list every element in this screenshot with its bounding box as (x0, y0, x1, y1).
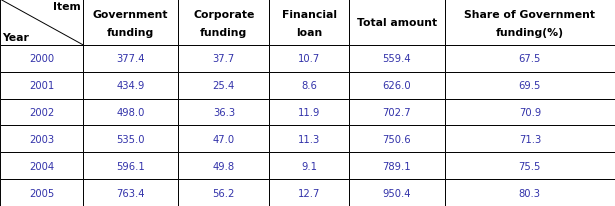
Bar (349, 152, 445, 179)
Text: 71.3: 71.3 (518, 134, 541, 144)
Bar (83, 179, 178, 206)
Text: Share of Government: Share of Government (464, 10, 595, 20)
Bar (0, 72, 83, 99)
Text: 75.5: 75.5 (518, 161, 541, 171)
Text: 2002: 2002 (29, 108, 54, 117)
Bar (178, 126, 269, 152)
Text: loan: loan (296, 28, 322, 38)
Bar (178, 0, 269, 46)
Bar (0, 126, 83, 152)
Text: 25.4: 25.4 (213, 81, 235, 91)
Text: 56.2: 56.2 (213, 188, 235, 198)
Text: 8.6: 8.6 (301, 81, 317, 91)
Bar (349, 126, 445, 152)
Bar (83, 0, 178, 46)
Text: 9.1: 9.1 (301, 161, 317, 171)
Bar (269, 0, 349, 46)
Text: 559.4: 559.4 (383, 54, 411, 64)
Text: Item: Item (53, 2, 81, 12)
Text: 80.3: 80.3 (519, 188, 541, 198)
Text: 12.7: 12.7 (298, 188, 320, 198)
Text: 702.7: 702.7 (383, 108, 411, 117)
Text: 377.4: 377.4 (116, 54, 145, 64)
Text: Financial: Financial (282, 10, 337, 20)
Bar (83, 72, 178, 99)
Text: 2003: 2003 (29, 134, 54, 144)
Bar (178, 72, 269, 99)
Text: 2000: 2000 (29, 54, 54, 64)
Bar (269, 152, 349, 179)
Text: 950.4: 950.4 (383, 188, 411, 198)
Bar (445, 126, 615, 152)
Text: 36.3: 36.3 (213, 108, 235, 117)
Text: 626.0: 626.0 (383, 81, 411, 91)
Bar (445, 99, 615, 126)
Bar (445, 179, 615, 206)
Text: 11.3: 11.3 (298, 134, 320, 144)
Bar (0, 0, 83, 46)
Text: 11.9: 11.9 (298, 108, 320, 117)
Text: 49.8: 49.8 (213, 161, 235, 171)
Text: Year: Year (2, 33, 30, 43)
Text: 47.0: 47.0 (213, 134, 235, 144)
Text: 2005: 2005 (29, 188, 54, 198)
Bar (83, 126, 178, 152)
Text: Corporate: Corporate (193, 10, 255, 20)
Text: 2001: 2001 (29, 81, 54, 91)
Bar (178, 179, 269, 206)
Text: funding: funding (200, 28, 247, 38)
Bar (178, 152, 269, 179)
Text: 498.0: 498.0 (116, 108, 145, 117)
Text: 535.0: 535.0 (116, 134, 145, 144)
Text: 70.9: 70.9 (518, 108, 541, 117)
Bar (269, 46, 349, 72)
Bar (269, 126, 349, 152)
Bar (83, 46, 178, 72)
Text: 37.7: 37.7 (213, 54, 235, 64)
Bar (269, 179, 349, 206)
Text: 763.4: 763.4 (116, 188, 145, 198)
Bar (178, 99, 269, 126)
Text: 434.9: 434.9 (116, 81, 145, 91)
Bar (0, 99, 83, 126)
Bar (269, 99, 349, 126)
Bar (0, 179, 83, 206)
Text: Government: Government (93, 10, 169, 20)
Bar (83, 152, 178, 179)
Bar (445, 152, 615, 179)
Bar (83, 99, 178, 126)
Text: Total amount: Total amount (357, 18, 437, 28)
Bar (349, 179, 445, 206)
Bar (445, 0, 615, 46)
Bar (269, 72, 349, 99)
Bar (445, 46, 615, 72)
Bar (0, 152, 83, 179)
Bar (349, 46, 445, 72)
Bar (0, 46, 83, 72)
Bar (349, 0, 445, 46)
Text: funding: funding (107, 28, 154, 38)
Text: 789.1: 789.1 (383, 161, 411, 171)
Text: 750.6: 750.6 (383, 134, 411, 144)
Bar (445, 72, 615, 99)
Text: 10.7: 10.7 (298, 54, 320, 64)
Bar (349, 99, 445, 126)
Text: 67.5: 67.5 (518, 54, 541, 64)
Text: 69.5: 69.5 (518, 81, 541, 91)
Bar (349, 72, 445, 99)
Text: 596.1: 596.1 (116, 161, 145, 171)
Bar (178, 46, 269, 72)
Text: 2004: 2004 (29, 161, 54, 171)
Text: funding(%): funding(%) (496, 28, 564, 38)
